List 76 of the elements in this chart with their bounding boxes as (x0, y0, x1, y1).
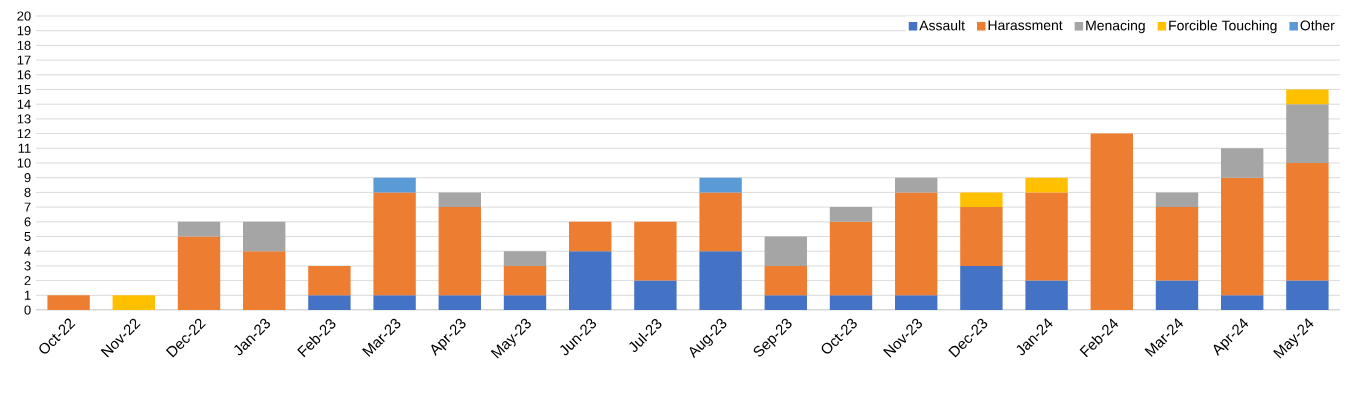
y-tick-label: 9 (24, 173, 31, 183)
bar (764, 236, 807, 266)
bar (699, 177, 742, 193)
bar (960, 207, 1003, 266)
y-tick-label: 2 (24, 276, 31, 286)
bar (373, 192, 416, 296)
bar (1025, 192, 1068, 281)
bar (1155, 280, 1199, 310)
bar (308, 265, 351, 296)
y-tick-label: 3 (24, 261, 31, 271)
bar (177, 236, 221, 310)
bar (112, 295, 155, 310)
bar (373, 295, 416, 310)
bar (1286, 280, 1329, 310)
bar (829, 207, 873, 222)
bar (895, 192, 938, 296)
bar (1286, 163, 1329, 281)
bar (634, 280, 677, 310)
y-tick-label: 10 (17, 158, 31, 168)
bar (1025, 280, 1068, 310)
y-tick-label: 18 (17, 40, 31, 50)
bar (960, 265, 1003, 310)
y-tick-label: 19 (17, 26, 31, 36)
bar (438, 207, 481, 296)
y-tick-label: 1 (24, 290, 31, 300)
bar (829, 295, 873, 310)
bar (569, 251, 612, 310)
bar (243, 221, 286, 252)
y-tick-label: 13 (17, 114, 31, 124)
y-tick-label: 20 (17, 11, 31, 21)
bar (1286, 89, 1329, 105)
y-tick-label: 15 (17, 84, 31, 95)
y-tick-label: 6 (24, 217, 31, 227)
legend-label: Menacing (1086, 20, 1145, 34)
bar (503, 265, 547, 296)
legend-label: Assault (919, 20, 965, 31)
bar (895, 177, 938, 193)
bar (699, 251, 742, 310)
y-tick-label: 17 (17, 55, 31, 65)
bar (634, 221, 677, 281)
bar (960, 192, 1003, 208)
y-tick-label: 5 (24, 231, 31, 242)
y-tick-label: 7 (24, 202, 31, 212)
bar (1221, 148, 1264, 178)
bar (895, 295, 938, 310)
bar (1221, 177, 1264, 296)
bar (829, 221, 873, 296)
bar (373, 177, 416, 193)
y-tick-label: 8 (24, 187, 31, 197)
y-tick-label: 12 (17, 129, 31, 139)
bar (699, 192, 742, 252)
legend-label: Harassment (988, 20, 1063, 31)
y-tick-label: 16 (17, 70, 31, 80)
bar (438, 295, 481, 310)
bar (438, 192, 481, 208)
bar (569, 221, 612, 252)
legend-label: Other (1300, 20, 1335, 31)
bar (1286, 104, 1329, 163)
bar (1155, 192, 1199, 208)
bar (1090, 133, 1133, 310)
bar (503, 251, 547, 266)
legend-label: Forcible Touching (1169, 20, 1277, 34)
y-tick-label: 14 (17, 99, 31, 109)
bar (1025, 177, 1068, 193)
bar (47, 295, 90, 310)
bar (243, 251, 286, 310)
bar (177, 221, 221, 237)
bar (1155, 207, 1199, 281)
y-tick-label: 4 (24, 246, 31, 256)
bar (764, 265, 807, 296)
bar (308, 295, 351, 310)
y-tick-label: 0 (24, 305, 31, 315)
y-tick-label: 11 (18, 143, 31, 153)
bar (503, 295, 547, 310)
bar (1221, 295, 1264, 310)
bar (764, 295, 807, 310)
